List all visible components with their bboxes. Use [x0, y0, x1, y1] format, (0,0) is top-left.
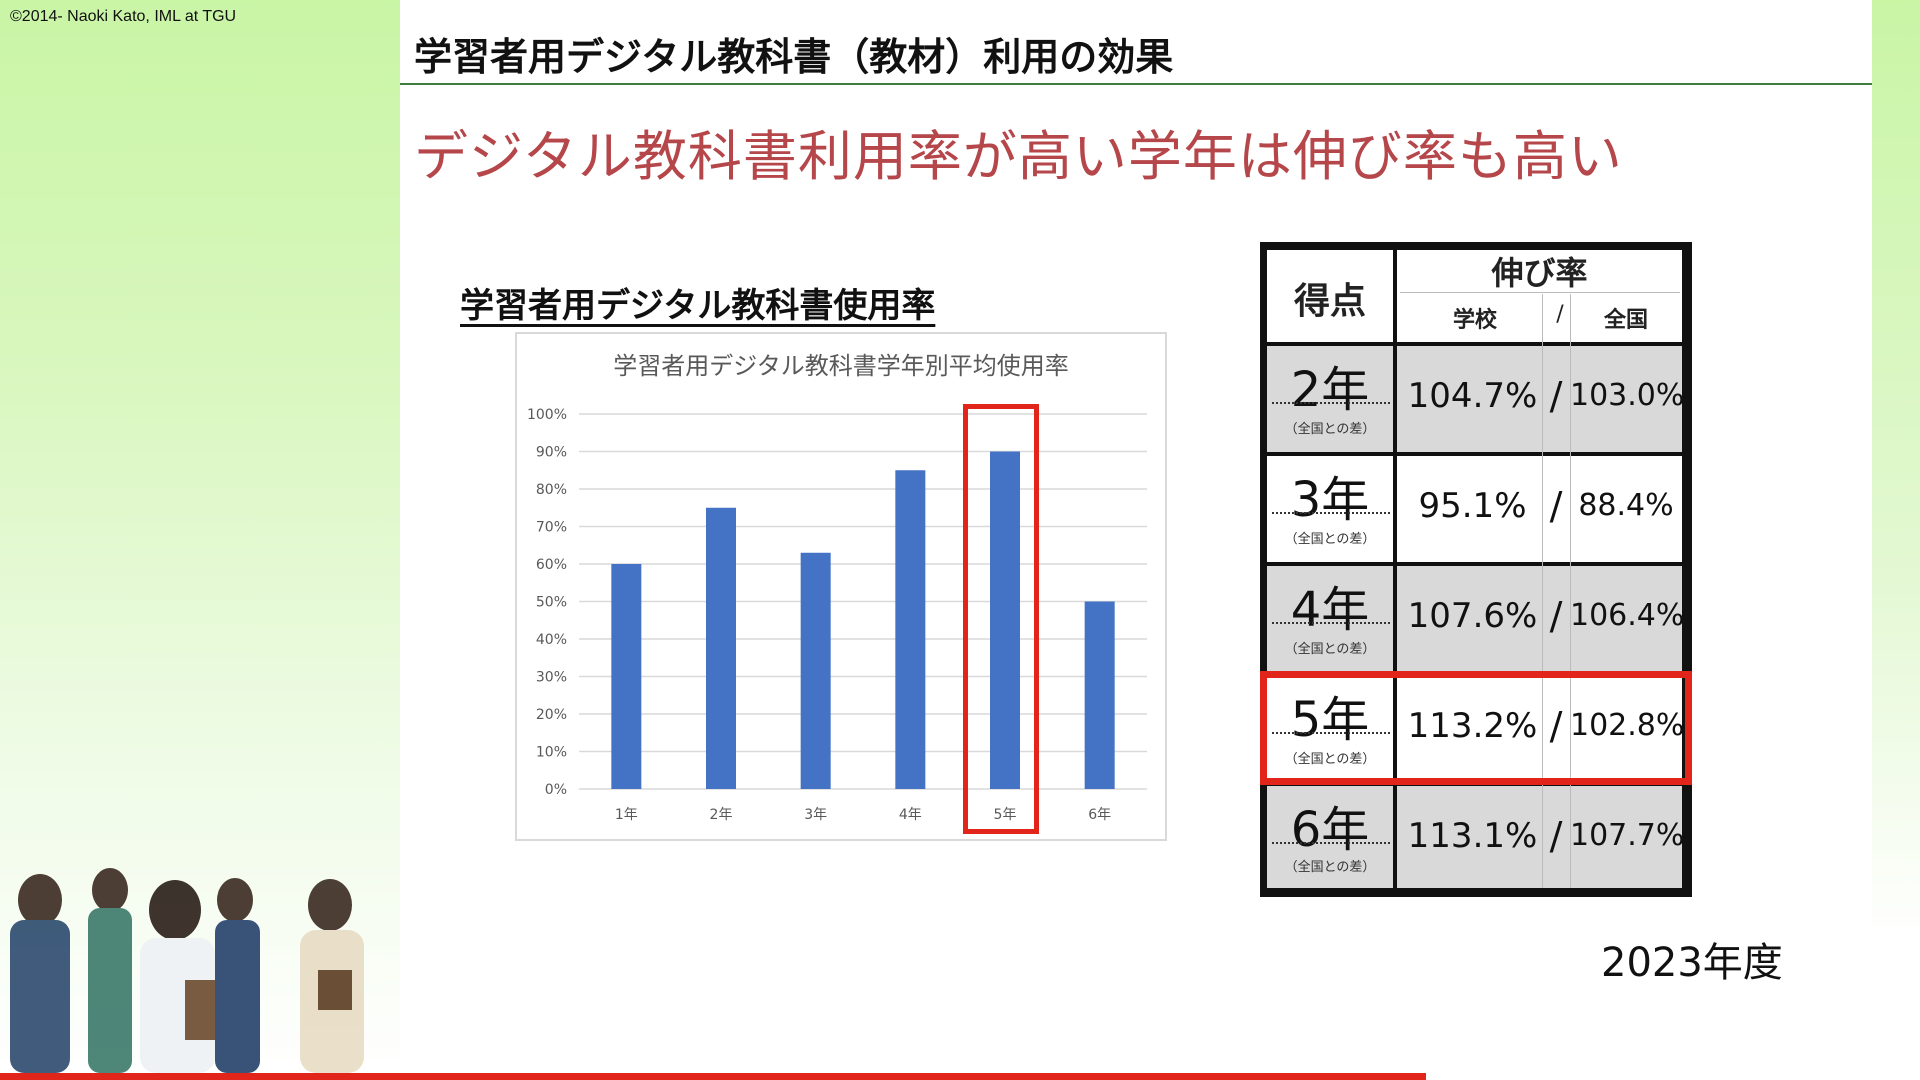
- row-3-note: （全国との差）: [1284, 532, 1376, 547]
- bar-4年: [895, 470, 926, 789]
- students-illustration: [10, 868, 364, 1073]
- row-4-grade-cell: [1267, 566, 1393, 672]
- bar-2年: [706, 507, 736, 789]
- header-slash: /: [1556, 302, 1564, 327]
- table-highlight-box: [1260, 671, 1692, 785]
- slide-title: 学習者用デジタル教科書（教材）利用の効果: [414, 35, 1174, 79]
- row-6-grade: 6年: [1290, 802, 1370, 858]
- y-tick-label: 50%: [536, 595, 567, 611]
- row-5-slash: /: [1549, 704, 1563, 748]
- row-3-slash: /: [1549, 484, 1563, 528]
- row-3-grade-cell: [1267, 456, 1393, 562]
- row-5-grade-cell: [1267, 676, 1393, 782]
- header-school: 学校: [1452, 308, 1497, 333]
- row-5-grade: 5年: [1290, 692, 1370, 748]
- row-6-slash: /: [1549, 814, 1563, 858]
- row-5-national: 102.8%: [1570, 708, 1685, 743]
- row-3-school: 95.1%: [1418, 486, 1527, 526]
- row-2-grade: 2年: [1290, 362, 1370, 418]
- y-tick-label: 40%: [536, 632, 567, 648]
- y-tick-label: 80%: [536, 482, 567, 498]
- header-score-cell: [1267, 250, 1393, 342]
- row-2-dotline: [1272, 402, 1390, 404]
- row-2-slash: /: [1549, 374, 1563, 418]
- row-5-dotline: [1272, 732, 1390, 734]
- row-2-grade-cell: [1267, 346, 1393, 452]
- growth-rate-table: 得点 伸び率 学校 / 全国 2年 （全国との差） 104.7% / 103.0…: [1260, 242, 1692, 897]
- row-4-note: （全国との差）: [1284, 642, 1376, 657]
- value-column-divider-2: [1570, 294, 1571, 888]
- bar-chart-frame: 学習者用デジタル教科書学年別平均使用率 0% 10% 20% 30% 40% 50% 60% 7…: [515, 332, 1167, 841]
- x-tick-label: 5年: [994, 807, 1017, 823]
- row-3-value-cell: [1397, 456, 1682, 562]
- row-3-national: 88.4%: [1578, 488, 1674, 523]
- row-4-grade: 4年: [1290, 582, 1370, 638]
- y-tick-label: 60%: [536, 557, 567, 573]
- title-divider: [400, 83, 1872, 85]
- x-tick-label: 6年: [1088, 807, 1111, 823]
- chart-heading: 学習者用デジタル教科書使用率: [460, 286, 936, 326]
- copyright-text: ©2014- Naoki Kato, IML at TGU: [10, 8, 237, 25]
- row-4-national: 106.4%: [1570, 598, 1685, 633]
- header-score: 得点: [1293, 281, 1366, 322]
- value-column-divider: [1542, 294, 1543, 888]
- y-tick-label: 70%: [536, 520, 567, 536]
- header-national: 全国: [1603, 308, 1648, 333]
- bar-1年: [611, 564, 642, 789]
- right-decor-strip: [1872, 0, 1920, 940]
- x-tick-label: 3年: [804, 807, 827, 823]
- row-2-value-cell: [1397, 346, 1682, 452]
- row-6-dotline: [1272, 842, 1390, 844]
- bar-3年: [800, 552, 831, 789]
- row-4-slash: /: [1549, 594, 1563, 638]
- row-4-value-cell: [1397, 566, 1682, 672]
- x-tick-label: 2年: [710, 807, 733, 823]
- row-3-dotline: [1272, 512, 1390, 514]
- row-6-grade-cell: [1267, 786, 1393, 888]
- row-6-school: 113.1%: [1407, 816, 1538, 856]
- row-5-school: 113.2%: [1407, 706, 1538, 746]
- x-tick-label: 4年: [899, 807, 922, 823]
- row-3-grade: 3年: [1290, 472, 1370, 528]
- header-divider: [1400, 292, 1680, 293]
- row-5-note: （全国との差）: [1284, 752, 1376, 767]
- y-tick-label: 90%: [536, 445, 567, 461]
- row-6-note: （全国との差）: [1284, 860, 1376, 875]
- row-6-national: 107.7%: [1570, 818, 1685, 853]
- row-4-dotline: [1272, 622, 1390, 624]
- y-tick-label: 0%: [545, 782, 567, 798]
- bar-6年: [1084, 601, 1115, 789]
- chart-highlight-box: [963, 404, 1039, 834]
- row-4-school: 107.6%: [1407, 596, 1538, 636]
- bar-5年: [990, 451, 1020, 789]
- y-tick-label: 20%: [536, 707, 567, 723]
- header-growth-cell: [1397, 250, 1682, 342]
- header-growth: 伸び率: [1491, 254, 1588, 292]
- y-tick-label: 30%: [536, 670, 567, 686]
- chart-title: 学習者用デジタル教科書学年別平均使用率: [613, 352, 1069, 380]
- bottom-accent-bar: [0, 1073, 1426, 1080]
- slide-headline: デジタル教科書利用率が高い学年は伸び率も高い: [414, 125, 1623, 188]
- row-6-value-cell: [1397, 786, 1682, 888]
- row-2-school: 104.7%: [1407, 376, 1538, 416]
- bar-chart: 学習者用デジタル教科書学年別平均使用率 0% 10% 20% 30% 40% 50% 60% 7…: [527, 352, 1147, 823]
- row-2-note: （全国との差）: [1284, 422, 1376, 437]
- year-label: 2023年度: [1601, 940, 1783, 986]
- row-2-national: 103.0%: [1570, 378, 1685, 413]
- x-tick-label: 1年: [615, 807, 638, 823]
- y-tick-label: 10%: [536, 745, 567, 761]
- y-tick-label: 100%: [527, 407, 567, 423]
- row-5-value-cell: [1397, 676, 1682, 782]
